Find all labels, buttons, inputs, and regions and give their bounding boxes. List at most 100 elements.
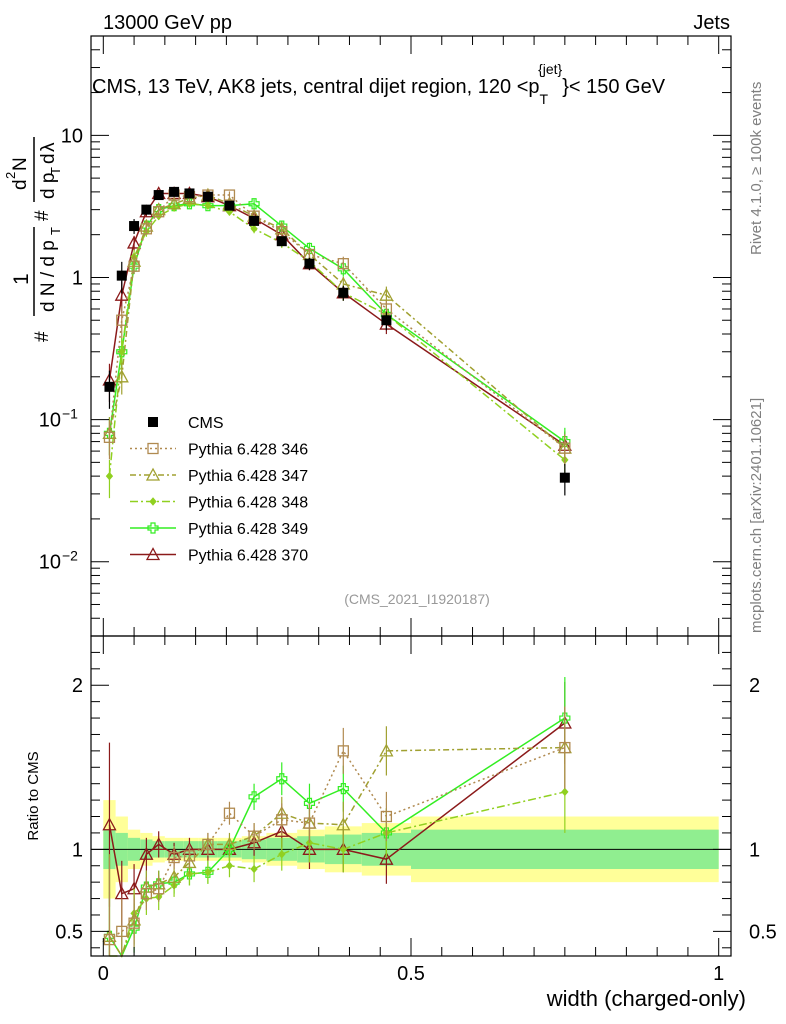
data-point: [559, 472, 570, 483]
main-y-axis-label: # 1 d N / d p T # d 2 N d p T d λ: [3, 137, 63, 342]
ratio-y-tick-label: 1: [72, 839, 83, 861]
data-point: [337, 258, 349, 270]
ratio-point: [337, 745, 349, 757]
data-point: [153, 190, 164, 201]
data-point: [204, 201, 212, 210]
ratio-frame: [90, 635, 732, 957]
x-tick-label: 1: [713, 963, 724, 985]
ratio-point: [183, 850, 196, 862]
ratio-point: [102, 817, 117, 831]
data-point: [166, 196, 182, 210]
data-point: [224, 200, 235, 211]
ratio-point: [380, 827, 392, 839]
data-point: [248, 198, 260, 210]
category-label: Jets: [693, 12, 730, 34]
ratio-point: [140, 887, 153, 900]
ratio-y-tick-label: 0.5: [55, 921, 83, 943]
legend-label: Pythia 6.428 370: [188, 548, 308, 565]
data-point: [103, 431, 116, 443]
series-cms: [104, 186, 570, 496]
data-point: [104, 381, 115, 392]
data-point: [118, 347, 126, 357]
ratio-point: [183, 868, 196, 880]
svg-text:#: #: [32, 331, 53, 342]
ratio-y-tick-label-right: 1: [749, 839, 760, 861]
ratio-y-tick-label: 2: [72, 675, 83, 697]
y-tick-label: 10: [39, 552, 61, 574]
legend-entry: Pythia 6.428 346: [130, 442, 308, 459]
ratio-point: [379, 743, 394, 757]
legend-marker: [147, 442, 159, 455]
data-point: [114, 287, 129, 301]
data-point: [223, 189, 236, 201]
data-point: [381, 315, 392, 326]
data-point: [379, 287, 394, 301]
ratio-point: [153, 883, 165, 895]
data-point: [169, 186, 180, 197]
x-axis-label: width (charged-only): [546, 986, 746, 1011]
legend-label: CMS: [188, 415, 224, 432]
y-tick-label: 10: [39, 410, 61, 432]
svg-text:1: 1: [10, 273, 33, 285]
ratio-point: [336, 817, 351, 831]
energy-label: 13000 GeV pp: [103, 12, 232, 34]
legend-entry: Pythia 6.428 370: [130, 547, 308, 565]
ratio-point: [103, 933, 116, 946]
legend-entry: Pythia 6.428 348: [130, 495, 308, 512]
ratio-point: [166, 869, 182, 883]
data-point: [116, 314, 128, 326]
data-point: [559, 442, 571, 454]
data-point: [184, 188, 195, 199]
svg-text:d: d: [10, 179, 31, 190]
y-tick-label: 1: [72, 267, 83, 289]
ratio-point: [303, 797, 316, 809]
ratio-y-axis-label: Ratio to CMS: [25, 751, 42, 840]
data-point: [140, 223, 153, 235]
svg-text:N: N: [10, 157, 31, 171]
data-point: [202, 200, 214, 212]
y-tick-label: 10: [61, 125, 83, 147]
legend: CMS Pythia 6.428 346 Pythia 6.428 347 Pythi…: [130, 415, 308, 565]
legend-marker: [147, 522, 159, 534]
legend-label: Pythia 6.428 347: [188, 468, 308, 485]
data-point: [304, 258, 315, 269]
ratio-point: [116, 925, 128, 938]
series-pythia-6-428-346: [103, 189, 571, 466]
ratio-point: [225, 861, 234, 871]
data-point: [276, 236, 287, 247]
ratio-point: [559, 741, 571, 754]
ratio-point: [274, 823, 289, 837]
ratio-point: [223, 807, 236, 819]
ratio-point: [337, 783, 349, 795]
ratio-point: [250, 864, 258, 874]
ratio-point: [182, 855, 197, 869]
y-tick-exponent: −1: [62, 406, 78, 422]
series-pythia-6-428-347: [102, 187, 572, 466]
ratio-panel: 0.5 0.5 1 1 2 2 0 0.5 1: [55, 635, 777, 985]
data-point: [249, 215, 260, 226]
svg-text:#: #: [32, 210, 53, 221]
legend-entry: Pythia 6.428 347: [130, 467, 308, 485]
legend-label: Pythia 6.428 346: [188, 442, 308, 459]
legend-marker: [148, 417, 158, 427]
x-tick-label: 0.5: [397, 963, 425, 985]
ratio-point: [139, 846, 154, 860]
data-point: [126, 235, 142, 249]
ratio-point: [559, 712, 571, 724]
svg-text:T: T: [48, 227, 63, 235]
series-line: [108, 194, 566, 449]
series-pythia-6-428-349: [103, 198, 571, 460]
svg-text:2: 2: [3, 172, 18, 179]
ratio-y-tick-label-right: 2: [749, 675, 760, 697]
legend-label: Pythia 6.428 348: [188, 495, 308, 512]
y-tick-exponent: −2: [62, 548, 78, 564]
legend-marker: [145, 467, 161, 481]
data-point: [116, 346, 128, 358]
data-point: [128, 260, 140, 272]
svg-text:d: d: [38, 153, 59, 164]
ratio-point: [380, 810, 393, 823]
ratio-point: [248, 791, 260, 803]
ratio-point: [168, 851, 180, 864]
